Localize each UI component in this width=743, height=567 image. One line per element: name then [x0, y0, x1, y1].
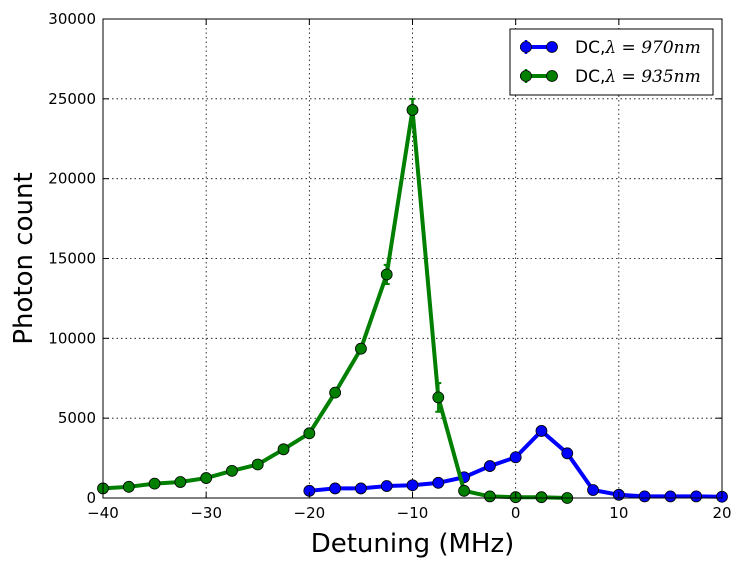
x-tick-label: 10	[609, 504, 628, 522]
y-tick-label: 25000	[48, 90, 96, 108]
legend-label-prefix: DC,	[575, 38, 605, 58]
data-point	[690, 490, 703, 503]
data-point	[380, 480, 393, 492]
y-tick-label: 0	[86, 489, 96, 507]
legend-label-math: λ = 935nm	[604, 67, 700, 87]
axis-tick-labels: −40 −30 −20 −10 0 10 20 0 5000 10000 15000 20000 250…	[48, 10, 731, 522]
data-point	[251, 458, 264, 471]
legend-item-0: DC,λ = 970nm	[520, 38, 701, 58]
legend-label-prefix: DC,	[575, 67, 605, 87]
data-point	[226, 464, 238, 477]
data-point	[277, 443, 290, 456]
x-tick-label: −30	[190, 504, 222, 522]
axis-ticks	[102, 18, 723, 499]
y-tick-label: 5000	[58, 409, 96, 427]
data-point	[483, 490, 496, 503]
series-1	[97, 97, 574, 504]
grid-lines	[103, 19, 722, 498]
legend-swatch-marker	[546, 70, 558, 82]
x-tick-label: −40	[87, 504, 119, 522]
data-point	[535, 491, 548, 504]
series-line	[102, 108, 568, 500]
series-layer	[97, 97, 728, 504]
y-tick-label: 10000	[48, 329, 96, 347]
data-point	[355, 482, 367, 495]
data-point	[174, 476, 187, 488]
data-point	[638, 490, 651, 503]
x-tick-label: 0	[511, 504, 521, 522]
series-0	[303, 425, 728, 503]
data-point	[458, 484, 470, 497]
y-tick-label: 15000	[48, 250, 96, 268]
data-point	[148, 477, 161, 490]
data-point	[329, 386, 342, 399]
x-tick-label: −20	[294, 504, 326, 522]
x-tick-label: −10	[397, 504, 429, 522]
x-tick-label: 20	[712, 504, 731, 522]
legend-item-1: DC,λ = 935nm	[520, 67, 701, 87]
data-point	[122, 480, 135, 493]
data-point	[200, 472, 213, 484]
data-point	[432, 476, 445, 489]
series-line	[309, 428, 723, 499]
y-axis-label: Photon count	[9, 172, 39, 344]
data-point	[406, 479, 419, 492]
legend-box	[509, 28, 714, 96]
data-point	[303, 427, 316, 440]
data-point	[664, 490, 677, 503]
legend-label-math: λ = 970nm	[604, 38, 700, 58]
data-point	[561, 447, 574, 460]
legend-label: DC,λ = 970nm	[575, 38, 701, 58]
data-point	[535, 425, 548, 437]
legend-swatch-marker	[546, 41, 558, 53]
data-point	[509, 451, 522, 464]
data-point	[406, 104, 419, 116]
y-tick-label: 30000	[48, 10, 96, 28]
legend-swatch-marker	[520, 70, 532, 82]
data-point	[329, 482, 342, 495]
data-point	[380, 268, 393, 281]
legend-label: DC,λ = 935nm	[575, 67, 701, 87]
legend-swatch-marker	[520, 41, 532, 53]
y-tick-label: 20000	[48, 170, 96, 188]
x-axis-label: Detuning (MHz)	[311, 529, 515, 559]
data-point	[432, 391, 445, 404]
data-point	[587, 484, 599, 496]
data-point	[483, 460, 496, 472]
data-point	[355, 342, 367, 355]
